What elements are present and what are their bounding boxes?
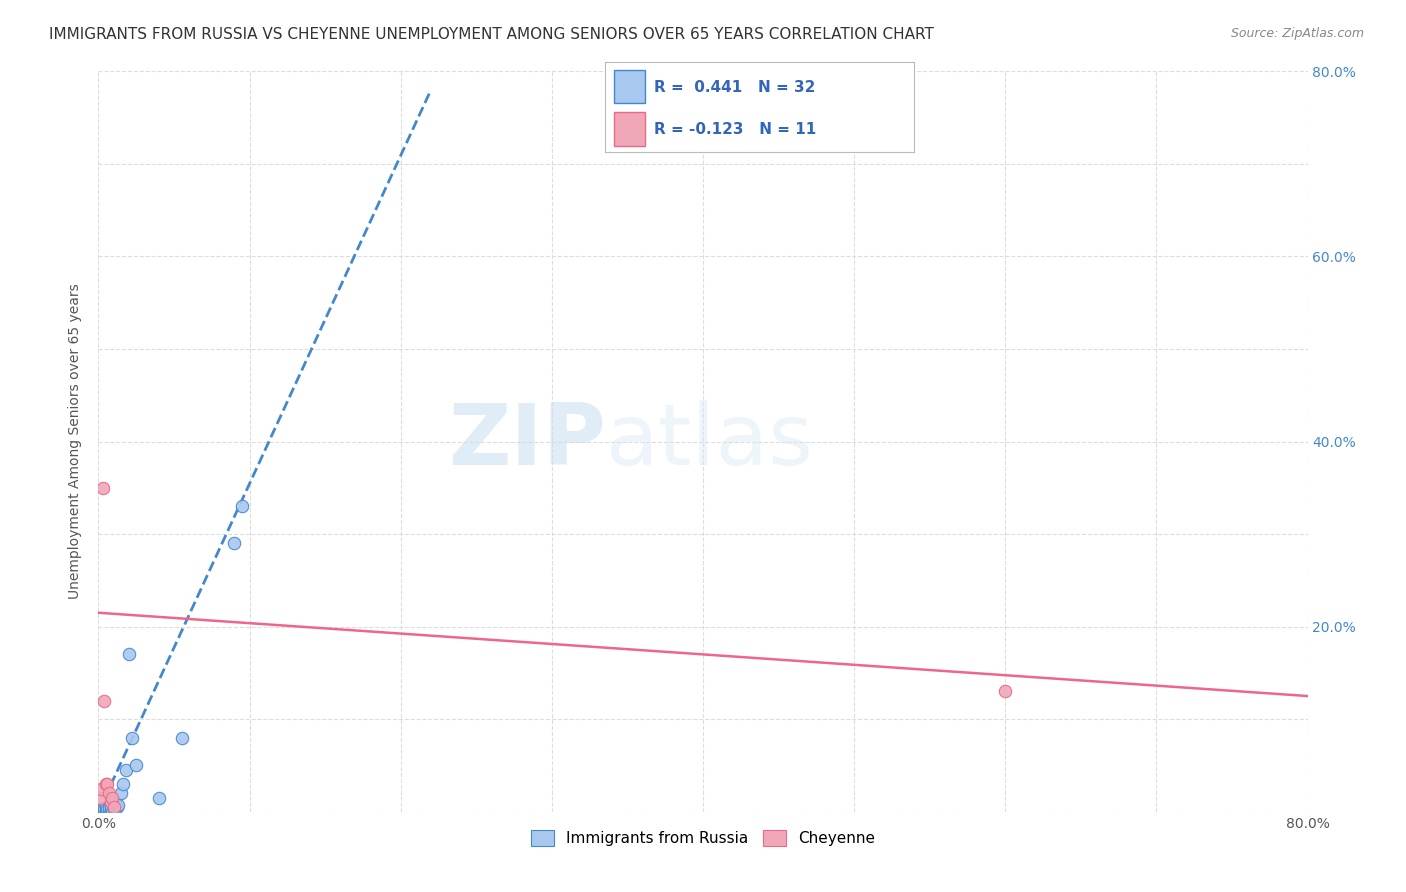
Text: Source: ZipAtlas.com: Source: ZipAtlas.com xyxy=(1230,27,1364,40)
Point xyxy=(94,803,117,817)
Point xyxy=(118,648,141,662)
Point xyxy=(91,801,114,815)
Point xyxy=(105,800,128,814)
Point xyxy=(111,777,134,791)
Point xyxy=(90,781,112,796)
FancyBboxPatch shape xyxy=(614,70,645,103)
Point xyxy=(89,805,111,819)
Point xyxy=(89,803,111,817)
Y-axis label: Unemployment Among Seniors over 65 years: Unemployment Among Seniors over 65 years xyxy=(69,284,83,599)
Point xyxy=(89,790,111,805)
Point xyxy=(93,694,115,708)
Point xyxy=(231,500,253,514)
Point xyxy=(107,798,129,813)
Point xyxy=(125,758,148,772)
Point xyxy=(91,805,114,819)
Point xyxy=(101,790,124,805)
Point xyxy=(224,536,246,550)
Point xyxy=(994,684,1017,698)
Point xyxy=(100,796,122,810)
Point xyxy=(170,731,193,745)
Point xyxy=(96,777,118,791)
Point xyxy=(93,804,115,818)
Legend: Immigrants from Russia, Cheyenne: Immigrants from Russia, Cheyenne xyxy=(524,824,882,852)
Point xyxy=(91,481,114,495)
Point xyxy=(98,801,121,815)
Point xyxy=(93,802,115,816)
Point xyxy=(103,800,125,814)
Point xyxy=(98,804,121,818)
Point xyxy=(100,800,122,814)
Point xyxy=(91,803,114,817)
Point xyxy=(148,790,170,805)
Text: ZIP: ZIP xyxy=(449,400,606,483)
Point xyxy=(114,763,136,777)
Point xyxy=(110,786,132,800)
Text: atlas: atlas xyxy=(606,400,814,483)
Point xyxy=(94,777,117,791)
FancyBboxPatch shape xyxy=(614,112,645,146)
Point xyxy=(100,803,122,817)
Text: R = -0.123   N = 11: R = -0.123 N = 11 xyxy=(654,122,817,136)
Point xyxy=(103,802,125,816)
Text: R =  0.441   N = 32: R = 0.441 N = 32 xyxy=(654,80,815,95)
Point xyxy=(101,805,124,819)
Point xyxy=(121,731,143,745)
Point xyxy=(94,800,117,814)
Point xyxy=(90,804,112,818)
Text: IMMIGRANTS FROM RUSSIA VS CHEYENNE UNEMPLOYMENT AMONG SENIORS OVER 65 YEARS CORR: IMMIGRANTS FROM RUSSIA VS CHEYENNE UNEMP… xyxy=(49,27,934,42)
Point xyxy=(90,805,112,819)
Point xyxy=(96,802,118,816)
Point xyxy=(98,786,121,800)
Point xyxy=(104,796,127,810)
Point xyxy=(94,805,117,819)
